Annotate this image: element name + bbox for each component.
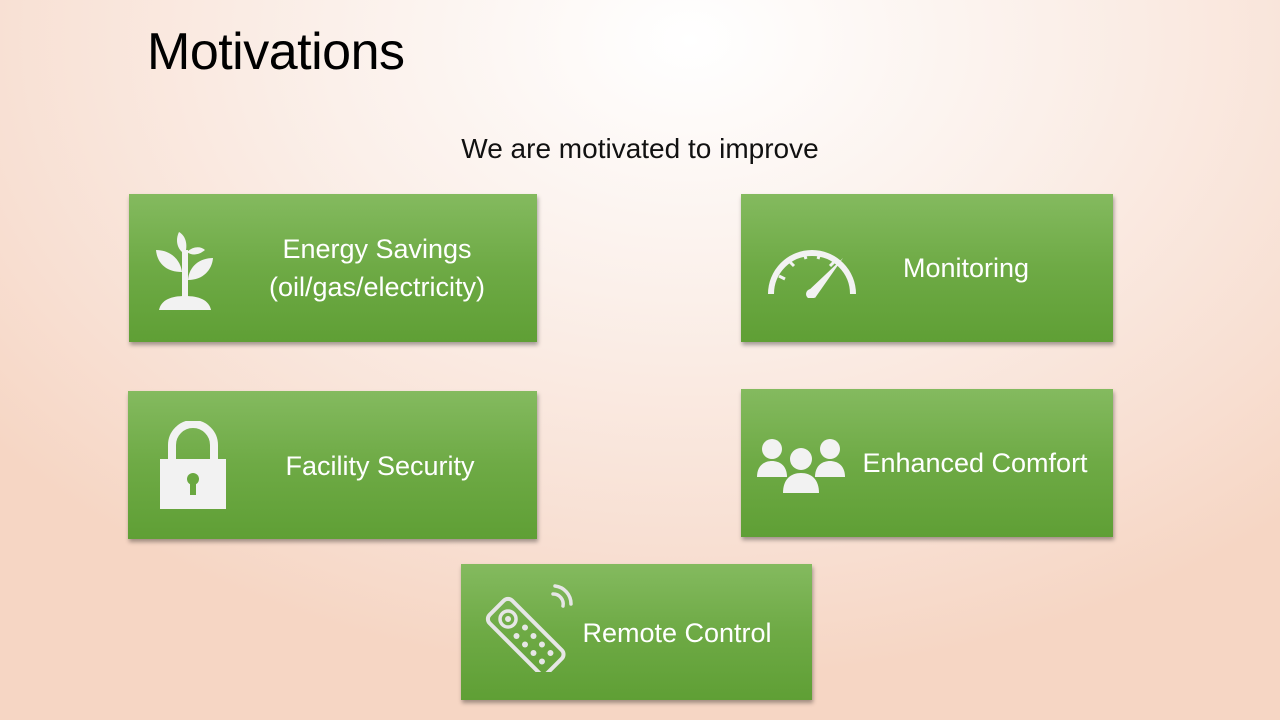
remote-control-icon [485, 584, 573, 672]
speedometer-gauge-icon [768, 250, 856, 298]
padlock-icon [160, 421, 226, 509]
remote-control-label: Remote Control [582, 618, 772, 648]
monitoring-label: Monitoring [902, 253, 1030, 283]
slide-subtitle: We are motivated to improve [461, 133, 819, 164]
energy-savings-label: Energy Savings (oil/gas/electricity) [247, 230, 507, 306]
remote-control-card: Remote Control [461, 564, 812, 700]
energy-savings-card: Energy Savings (oil/gas/electricity) [129, 194, 537, 342]
people-group-icon [757, 439, 845, 493]
slide-title: Motivations [147, 23, 405, 81]
plant-sprout-icon [156, 232, 213, 310]
facility-security-label: Facility Security [285, 451, 475, 481]
energy-savings-label-line1: Energy Savings [282, 234, 472, 264]
monitoring-card: Monitoring [741, 194, 1113, 342]
enhanced-comfort-label: Enhanced Comfort [862, 448, 1088, 478]
energy-savings-label-line2: (oil/gas/electricity) [268, 272, 486, 302]
facility-security-card: Facility Security [128, 391, 537, 539]
enhanced-comfort-card: Enhanced Comfort [741, 389, 1113, 537]
